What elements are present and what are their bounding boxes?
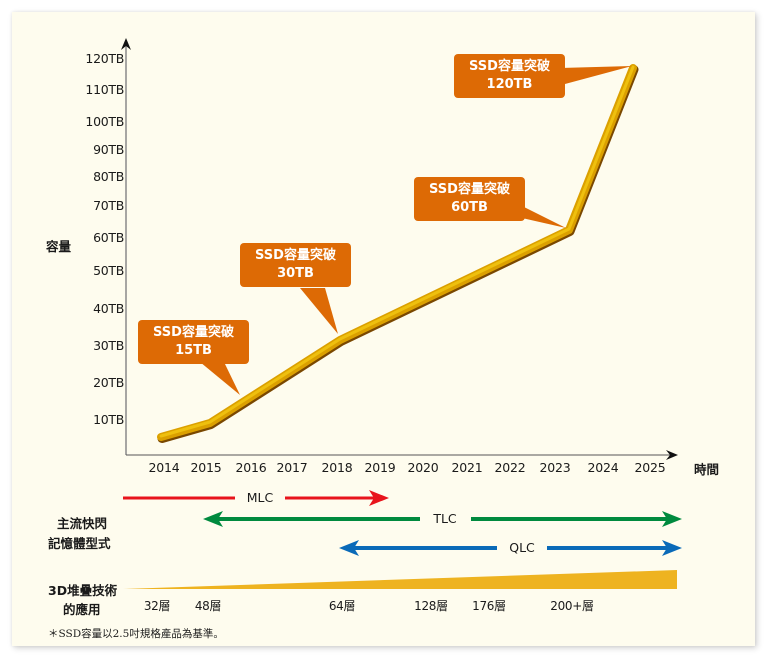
x-tick-2016: 2016: [235, 460, 267, 475]
layer-growth-wedge: [123, 570, 677, 589]
y-tick-100: 100TB: [85, 114, 124, 129]
callout-tail-30tb: [300, 288, 338, 334]
layer-64: 64層: [328, 599, 356, 613]
layer-32: 32層: [143, 599, 171, 613]
callout-tail-15tb: [200, 362, 240, 395]
callout-15tb: SSD容量突破 15TB: [138, 320, 249, 364]
x-tick-2014: 2014: [148, 460, 180, 475]
qlc-arrow: [339, 540, 682, 556]
footnote: ＊SSD容量以2.5吋規格產品為基準。: [48, 628, 224, 640]
x-tick-2017: 2017: [276, 460, 308, 475]
mlc-arrow-head-icon: [369, 490, 389, 506]
tlc-arrow: [203, 511, 682, 527]
x-tick-2019: 2019: [364, 460, 396, 475]
callout-60tb-line2: 60TB: [451, 200, 488, 215]
y-tick-120: 120TB: [85, 51, 124, 66]
capacity-line: [157, 64, 639, 443]
callout-15tb-line1: SSD容量突破: [153, 325, 234, 340]
flash-row-label-1: 主流快閃: [57, 516, 108, 531]
x-axis-title: 時間: [694, 462, 720, 477]
y-tick-10: 10TB: [93, 412, 124, 427]
callout-30tb-line2: 30TB: [277, 266, 314, 281]
y-tick-50: 50TB: [93, 263, 124, 278]
mlc-arrow: [123, 490, 389, 506]
callout-120tb-line1: SSD容量突破: [469, 59, 550, 74]
layers-row-label-1: 3D堆疊技術: [48, 583, 118, 598]
y-tick-80: 80TB: [93, 169, 124, 184]
mlc-label: MLC: [246, 490, 274, 505]
callout-30tb-line1: SSD容量突破: [255, 248, 336, 263]
tlc-arrow-left-icon: [203, 511, 223, 527]
x-axis-arrow-icon: [666, 450, 678, 460]
layers-row-label-2: 的應用: [63, 602, 101, 617]
x-tick-2022: 2022: [494, 460, 526, 475]
callout-tail-120tb: [560, 66, 632, 84]
layer-200plus: 200+層: [550, 599, 594, 613]
callout-30tb: SSD容量突破 30TB: [240, 243, 351, 287]
y-axis-arrow-icon: [121, 38, 131, 50]
y-tick-70: 70TB: [93, 198, 124, 213]
layer-176: 176層: [472, 599, 506, 613]
y-tick-90: 90TB: [93, 142, 124, 157]
y-tick-110: 110TB: [85, 82, 124, 97]
x-tick-2020: 2020: [407, 460, 439, 475]
layer-48: 48層: [194, 599, 222, 613]
y-tick-20: 20TB: [93, 375, 124, 390]
x-tick-2024: 2024: [587, 460, 619, 475]
tlc-label: TLC: [433, 511, 457, 526]
x-tick-2023: 2023: [539, 460, 571, 475]
chart-card: [12, 12, 755, 646]
y-axis-title: 容量: [46, 239, 72, 254]
callout-60tb: SSD容量突破 60TB: [414, 177, 525, 221]
x-tick-2025: 2025: [634, 460, 666, 475]
x-tick-2021: 2021: [451, 460, 483, 475]
tlc-arrow-right-icon: [662, 511, 682, 527]
callout-60tb-line1: SSD容量突破: [429, 182, 510, 197]
flash-row-label-2: 記憶體型式: [48, 536, 111, 551]
y-tick-30: 30TB: [93, 338, 124, 353]
callout-120tb-line2: 120TB: [486, 77, 533, 92]
x-axis: [126, 450, 678, 460]
layer-128: 128層: [414, 599, 448, 613]
callout-120tb: SSD容量突破 120TB: [454, 54, 565, 98]
qlc-arrow-right-icon: [662, 540, 682, 556]
y-tick-60: 60TB: [93, 230, 124, 245]
y-axis: [121, 38, 131, 455]
x-tick-2015: 2015: [190, 460, 222, 475]
callout-15tb-line2: 15TB: [175, 343, 212, 358]
x-tick-2018: 2018: [321, 460, 353, 475]
qlc-label: QLC: [509, 540, 535, 555]
y-tick-40: 40TB: [93, 301, 124, 316]
qlc-arrow-left-icon: [339, 540, 359, 556]
